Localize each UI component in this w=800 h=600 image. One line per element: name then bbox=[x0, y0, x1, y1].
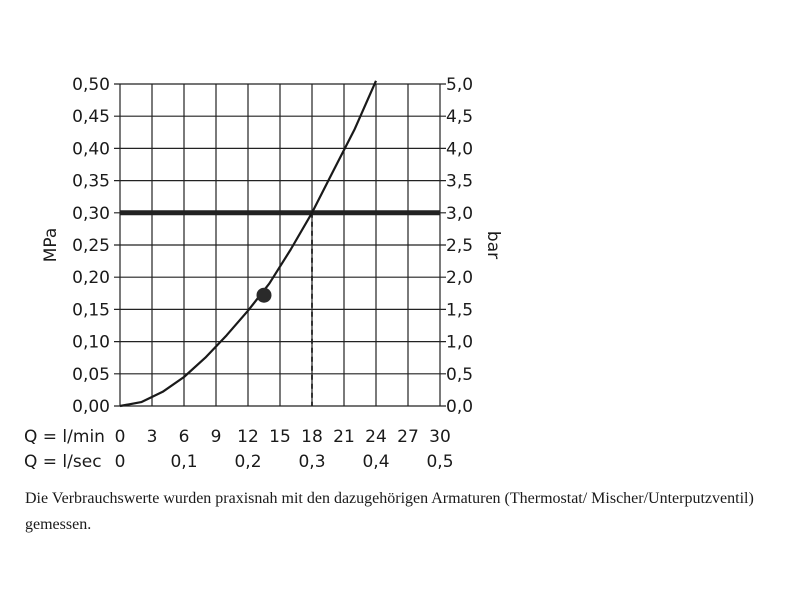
x-tick-label-lsec: 0,3 bbox=[298, 452, 325, 472]
y-tick-label-mpa: 0,35 bbox=[72, 172, 110, 192]
x-axis-label-lsec: Q = l/sec bbox=[24, 452, 102, 472]
y-axis-title-left: MPa bbox=[41, 228, 61, 263]
series-line bbox=[119, 80, 378, 408]
x-tick-label-lmin: 3 bbox=[147, 427, 158, 447]
y-axis-right-ticks: 0,0 0,5 1,0 1,5 2,0 2,5 3,0 3,5 4,0 4,5 5,0 bbox=[446, 75, 473, 417]
y-tick-label-mpa: 0,00 bbox=[72, 397, 110, 417]
x-tick-label-lsec: 0,5 bbox=[426, 452, 453, 472]
x-tick-label-lmin: 12 bbox=[237, 427, 259, 447]
y-tick-label-bar: 1,0 bbox=[446, 333, 473, 353]
x-tick-label-lmin: 24 bbox=[365, 427, 387, 447]
y-tick-label-mpa: 0,10 bbox=[72, 333, 110, 353]
y-tick-label-mpa: 0,20 bbox=[72, 268, 110, 288]
data-point-marker bbox=[256, 287, 272, 303]
y-tick-label-bar: 4,0 bbox=[446, 139, 473, 159]
x-tick-label-lmin: 30 bbox=[429, 427, 451, 447]
x-tick-label-lsec: 0 bbox=[115, 452, 126, 472]
y-tick-label-mpa: 0,30 bbox=[72, 204, 110, 224]
y-tick-label-mpa: 0,45 bbox=[72, 107, 110, 127]
y-axis-left-ticks: 0,00 0,05 0,10 0,15 0,20 0,25 0,30 0,35 0,40 0,45… bbox=[72, 75, 110, 417]
y-tick-label-bar: 2,0 bbox=[446, 268, 473, 288]
x-tick-label-lmin: 9 bbox=[211, 427, 222, 447]
x-tick-label-lmin: 0 bbox=[115, 427, 126, 447]
x-tick-label-lmin: 15 bbox=[269, 427, 291, 447]
y-axis-title-right: bar bbox=[483, 231, 503, 259]
x-tick-label-lsec: 0,1 bbox=[170, 452, 197, 472]
x-tick-label-lmin: 21 bbox=[333, 427, 355, 447]
y-tick-label-bar: 4,5 bbox=[446, 107, 473, 127]
x-tick-label-lmin: 6 bbox=[179, 427, 190, 447]
x-tick-label-lsec: 0,2 bbox=[234, 452, 261, 472]
x-tick-label-lmin: 27 bbox=[397, 427, 419, 447]
x-tick-label-lsec: 0,4 bbox=[362, 452, 389, 472]
y-tick-label-mpa: 0,15 bbox=[72, 300, 110, 320]
y-tick-label-bar: 1,5 bbox=[446, 300, 473, 320]
y-tick-label-bar: 0,5 bbox=[446, 365, 473, 385]
y-tick-label-mpa: 0,40 bbox=[72, 139, 110, 159]
chart-plot-area bbox=[119, 80, 440, 408]
y-tick-label-bar: 3,0 bbox=[446, 204, 473, 224]
flow-pressure-chart: 0,000,050,100,150,200,250,300,350,400,45… bbox=[24, 75, 503, 472]
y-tick-label-mpa: 0,25 bbox=[72, 236, 110, 256]
caption-text: Die Verbrauchswerte wurden praxisnah mit… bbox=[25, 490, 754, 533]
y-tick-label-mpa: 0,50 bbox=[72, 75, 110, 95]
y-tick-label-bar: 0,0 bbox=[446, 397, 473, 417]
y-tick-label-mpa: 0,05 bbox=[72, 365, 110, 385]
y-tick-label-bar: 3,5 bbox=[446, 172, 473, 192]
x-tick-label-lmin: 18 bbox=[301, 427, 323, 447]
y-tick-label-bar: 2,5 bbox=[446, 236, 473, 256]
y-tick-label-bar: 5,0 bbox=[446, 75, 473, 95]
chart-grid bbox=[114, 83, 446, 407]
x-axis-label-lmin: Q = l/min bbox=[24, 427, 105, 447]
x-axis-ticks: 0 3 6 9 12 15 18 21 24 27 30 0 0,1 0,2 0,3 0,4 0,5 bbox=[115, 427, 454, 472]
